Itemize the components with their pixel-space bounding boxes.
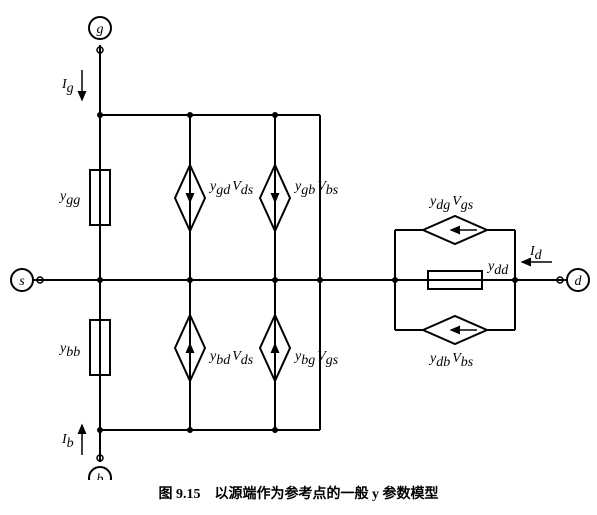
src-ybg: ybgVgs [260,315,339,381]
Ig-label: Ig [61,77,74,96]
src-ybd: ybdVds [175,315,254,381]
src-ydg: ydgVgs [423,194,487,244]
ybb-label: ybb [58,341,80,360]
svg-text:ybgVgs: ybgVgs [293,349,339,368]
circuit-svg: g b s d Ig Ib Id ygg ybb ygdVds ygbVbs [0,0,597,480]
src-ydb: ydbVbs [423,316,487,370]
terminal-s-label: s [19,274,25,289]
terminal-b-label: b [97,472,104,480]
caption-number: 图 9.15 [159,487,201,502]
svg-text:ygdVds: ygdVds [208,179,254,198]
Id-label: Id [529,244,543,263]
ygg-label: ygg [58,189,80,208]
caption-text: 以源端作为参考点的一般 y 参数模型 [215,487,439,502]
src-ygb: ygbVbs [260,165,339,231]
Ib-label: Ib [61,432,74,451]
figure-caption: 图 9.15 以源端作为参考点的一般 y 参数模型 [0,483,597,503]
svg-text:ydgVgs: ydgVgs [428,194,474,213]
svg-text:ygbVbs: ygbVbs [293,179,339,198]
svg-text:ybdVds: ybdVds [208,349,254,368]
svg-text:ydbVbs: ydbVbs [428,351,474,370]
terminal-d-label: d [575,274,583,289]
src-ygd: ygdVds [175,165,254,231]
ydd-label: ydd [486,259,509,278]
circuit-figure: { "caption_prefix": "图 9.15", "caption_t… [0,0,597,515]
terminal-g-label: g [97,22,104,37]
